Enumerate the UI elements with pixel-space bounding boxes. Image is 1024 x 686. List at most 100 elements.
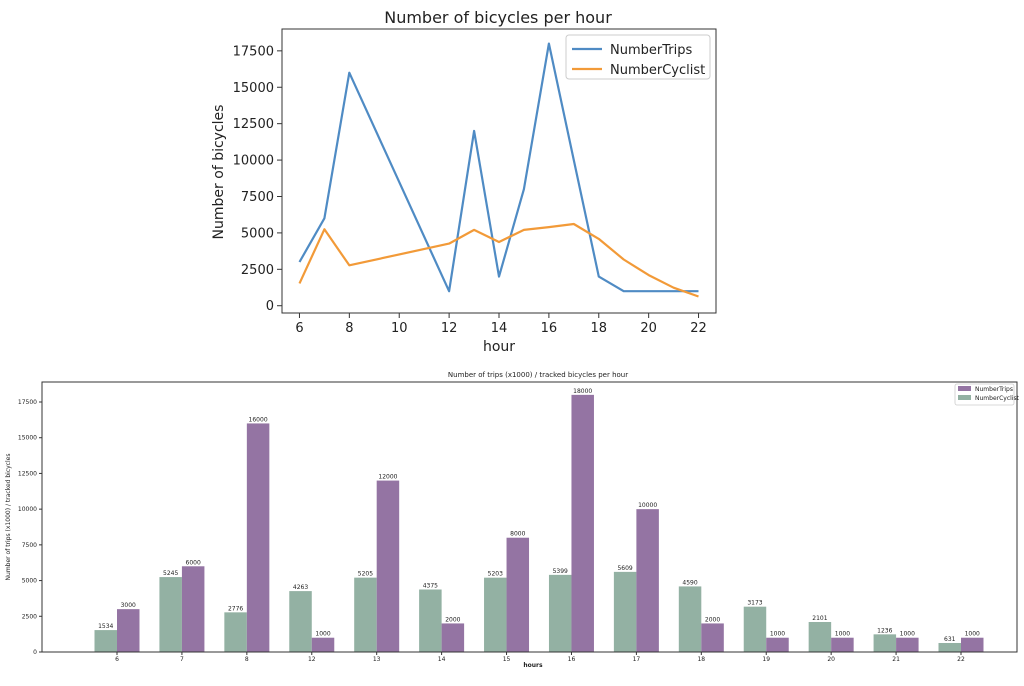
bar-value-label: 5203 bbox=[488, 571, 503, 578]
bar-numbertrips bbox=[441, 623, 465, 652]
bar-value-label: 1534 bbox=[98, 623, 113, 630]
x-tick-label: 15 bbox=[503, 656, 511, 663]
bar-value-label: 1000 bbox=[965, 631, 980, 638]
x-tick-label: 22 bbox=[957, 656, 965, 663]
line-chart-x-axis-label: hour bbox=[483, 339, 515, 355]
y-tick-label: 10000 bbox=[18, 506, 37, 513]
bar-chart-plot-frame bbox=[41, 381, 1018, 653]
bar-numbertrips bbox=[571, 394, 594, 652]
x-tick-label: 6 bbox=[295, 321, 303, 336]
x-tick-label: 8 bbox=[245, 656, 249, 663]
series-line-numbertrips bbox=[298, 42, 699, 293]
bar-numbercyclist bbox=[548, 574, 572, 652]
bar-numbercyclist bbox=[94, 630, 117, 652]
y-tick-label: 0 bbox=[33, 649, 37, 656]
bar-value-label: 3000 bbox=[121, 602, 136, 609]
x-tick-label: 12 bbox=[308, 656, 316, 663]
x-tick-label: 12 bbox=[441, 321, 458, 336]
bar-value-label: 5245 bbox=[163, 570, 178, 577]
x-tick-label: 21 bbox=[892, 656, 900, 663]
bar-value-label: 5399 bbox=[553, 568, 568, 575]
x-tick-label: 16 bbox=[568, 656, 576, 663]
bar-numbercyclist bbox=[419, 589, 442, 652]
bar-value-label: 1000 bbox=[770, 631, 785, 638]
legend-swatch bbox=[958, 395, 971, 400]
bar-value-label: 2776 bbox=[228, 605, 243, 612]
bar-value-label: 16000 bbox=[249, 416, 268, 423]
bar-numbertrips bbox=[117, 609, 140, 652]
bar-value-label: 1000 bbox=[900, 631, 915, 638]
bar-numbercyclist bbox=[289, 591, 312, 652]
legend-label: NumberCyclist bbox=[610, 63, 705, 78]
bar-value-label: 12000 bbox=[378, 474, 397, 481]
bar-numbercyclist bbox=[743, 606, 767, 652]
y-tick-label: 5000 bbox=[22, 578, 37, 585]
bar-value-label: 631 bbox=[944, 636, 956, 643]
bar-chart-title: Number of trips (x1000) / tracked bicycl… bbox=[448, 371, 628, 379]
bar-numbertrips bbox=[311, 637, 335, 652]
y-tick-label: 17500 bbox=[18, 399, 37, 406]
bar-value-label: 1000 bbox=[315, 631, 330, 638]
bar-chart-legend: NumberTrips NumberCyclist bbox=[954, 383, 1020, 406]
bar-numbercyclist bbox=[484, 577, 507, 652]
legend-label: NumberTrips bbox=[975, 386, 1013, 393]
x-tick-label: 10 bbox=[391, 321, 408, 336]
bar-value-label: 18000 bbox=[573, 388, 592, 395]
x-tick-label: 22 bbox=[690, 321, 707, 336]
y-tick-label: 2500 bbox=[22, 613, 37, 620]
bar-value-label: 1236 bbox=[877, 627, 892, 634]
line-chart-y-axis-label: Number of bicycles bbox=[211, 105, 227, 240]
x-tick-label: 16 bbox=[541, 321, 558, 336]
y-tick-label: 12500 bbox=[233, 117, 274, 132]
x-tick-label: 18 bbox=[697, 656, 705, 663]
x-tick-label: 14 bbox=[438, 656, 446, 663]
line-chart-title: Number of bicycles per hour bbox=[384, 8, 612, 27]
bar-value-label: 2000 bbox=[705, 616, 720, 623]
bar-numbertrips bbox=[246, 423, 270, 652]
y-tick-label: 7500 bbox=[22, 542, 37, 549]
y-tick-label: 15000 bbox=[233, 81, 274, 96]
bar-value-label: 4375 bbox=[423, 583, 438, 590]
bar-chart-x-axis-label: hours bbox=[523, 662, 543, 669]
y-tick-label: 0 bbox=[266, 299, 274, 314]
bar-numbercyclist bbox=[159, 577, 182, 652]
bar-value-label: 5205 bbox=[358, 571, 373, 578]
x-tick-label: 13 bbox=[373, 656, 381, 663]
bar-numbertrips bbox=[636, 509, 659, 652]
bar-numbercyclist bbox=[873, 634, 897, 652]
x-tick-label: 7 bbox=[180, 656, 184, 663]
bar-numbercyclist bbox=[354, 577, 377, 652]
x-tick-label: 19 bbox=[762, 656, 770, 663]
x-tick-label: 18 bbox=[590, 321, 607, 336]
bar-value-label: 8000 bbox=[510, 531, 525, 538]
y-tick-label: 2500 bbox=[241, 263, 274, 278]
y-tick-label: 5000 bbox=[241, 226, 274, 241]
legend-swatch bbox=[958, 386, 971, 391]
bar-numbertrips bbox=[701, 623, 724, 652]
line-chart-legend: NumberTrips NumberCyclist bbox=[565, 34, 711, 80]
bar-numbercyclist bbox=[808, 621, 832, 652]
bar-numbertrips bbox=[896, 637, 919, 652]
legend-label: NumberCyclist bbox=[975, 395, 1020, 402]
line-chart: Number of bicycles per hour Number of bi… bbox=[211, 8, 717, 355]
series-line-numbercyclist bbox=[298, 222, 699, 298]
bar-numbercyclist bbox=[224, 612, 247, 652]
y-tick-label: 15000 bbox=[18, 435, 37, 442]
bar-numbercyclist bbox=[613, 571, 637, 652]
y-tick-label: 12500 bbox=[18, 470, 37, 477]
bar-numbercyclist bbox=[938, 642, 961, 652]
bar-numbertrips bbox=[831, 637, 854, 652]
bar-value-label: 2101 bbox=[812, 615, 827, 622]
x-tick-label: 20 bbox=[827, 656, 835, 663]
line-chart-plot-frame bbox=[281, 28, 717, 314]
bar-numbertrips bbox=[376, 480, 400, 652]
bar-value-label: 1000 bbox=[835, 631, 850, 638]
legend-label: NumberTrips bbox=[610, 43, 692, 58]
y-tick-label: 7500 bbox=[241, 190, 274, 205]
bar-value-label: 2000 bbox=[445, 616, 460, 623]
bar-value-label: 6000 bbox=[186, 559, 201, 566]
x-tick-label: 20 bbox=[640, 321, 657, 336]
bar-numbertrips bbox=[766, 637, 789, 652]
x-tick-label: 17 bbox=[633, 656, 641, 663]
